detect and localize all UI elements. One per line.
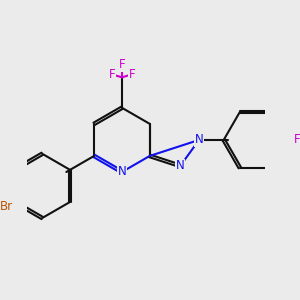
Text: N: N bbox=[195, 134, 203, 146]
Text: F: F bbox=[109, 68, 115, 81]
Text: N: N bbox=[176, 159, 184, 172]
Text: N: N bbox=[118, 166, 126, 178]
Text: F: F bbox=[294, 134, 300, 146]
Text: F: F bbox=[118, 58, 125, 71]
Text: F: F bbox=[129, 68, 135, 81]
Text: Br: Br bbox=[0, 200, 13, 213]
